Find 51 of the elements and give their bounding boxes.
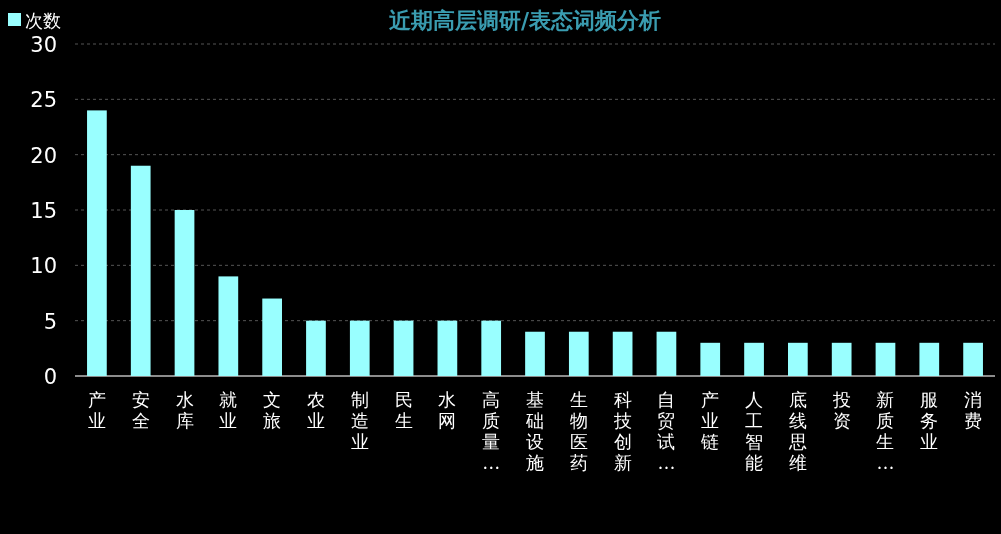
bar xyxy=(349,320,370,376)
x-tick-label: 基础设施 xyxy=(525,389,544,473)
x-tick-label: 就业 xyxy=(219,389,238,431)
bar xyxy=(963,342,983,376)
y-tick-label: 5 xyxy=(43,309,57,334)
y-tick-label: 10 xyxy=(30,254,57,279)
bar xyxy=(831,342,852,376)
x-tick-label: 消费 xyxy=(964,389,983,431)
x-tick-label: 文旅 xyxy=(263,389,282,431)
x-tick-label: 生物医药 xyxy=(569,389,588,473)
bar xyxy=(218,276,239,376)
bar xyxy=(744,342,764,376)
x-tick-label: 投资 xyxy=(831,389,851,431)
bar xyxy=(525,331,545,376)
bar xyxy=(393,320,414,376)
x-tick-label: 水网 xyxy=(438,389,457,431)
x-tick-label: 人工智能 xyxy=(745,389,764,473)
x-tick-label: 产业链 xyxy=(700,389,720,452)
x-tick-label: 产业 xyxy=(87,389,106,431)
bar xyxy=(612,331,633,376)
bar xyxy=(306,320,326,376)
y-tick-label: 20 xyxy=(30,143,57,168)
chart-title: 近期高层调研/表态词频分析 xyxy=(387,7,662,33)
bar xyxy=(437,320,458,376)
y-tick-label: 15 xyxy=(30,199,57,223)
x-tick-label: 自贸试… xyxy=(657,389,676,473)
x-tick-label: 民生 xyxy=(394,389,413,431)
bar xyxy=(788,342,808,376)
bar xyxy=(919,342,940,376)
x-tick-label: 科技创新 xyxy=(612,389,632,473)
bar xyxy=(130,165,151,376)
y-tick-label: 25 xyxy=(30,88,57,113)
y-tick-label: 0 xyxy=(43,365,57,389)
bar xyxy=(262,298,282,376)
bar xyxy=(87,110,107,376)
legend-label: 次数 xyxy=(25,10,61,31)
x-tick-label: 新质生… xyxy=(876,389,895,473)
x-tick-label: 服务业 xyxy=(920,389,939,452)
x-tick-label: 安全 xyxy=(131,389,150,431)
x-tick-label: 农业 xyxy=(306,389,325,431)
bar xyxy=(481,320,502,376)
x-tick-label: 高质量… xyxy=(482,389,501,473)
bar xyxy=(656,331,677,376)
y-tick-label: 30 xyxy=(30,33,57,57)
bar xyxy=(568,331,589,376)
bar xyxy=(875,342,896,376)
x-tick-label: 水库 xyxy=(175,389,194,431)
x-tick-label: 制造业 xyxy=(350,389,369,452)
bar xyxy=(174,210,195,376)
bar xyxy=(700,342,721,376)
x-tick-label: 底线思维 xyxy=(787,389,807,473)
